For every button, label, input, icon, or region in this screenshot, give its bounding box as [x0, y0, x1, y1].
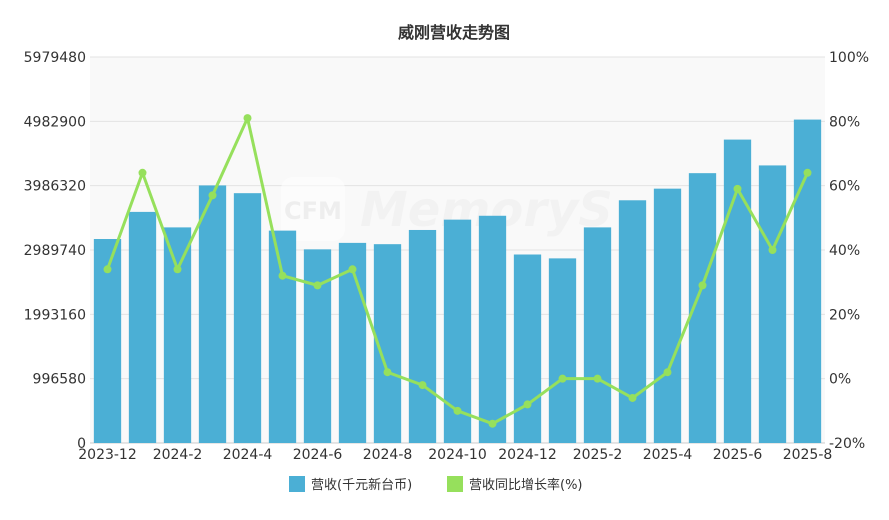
growth-point[interactable]: [523, 400, 532, 409]
y-left-tick-label: 3986320: [24, 179, 86, 195]
y-axis-right: -20% 0% 20% 40% 60% 80% 100%: [829, 50, 869, 452]
growth-point[interactable]: [803, 168, 812, 177]
revenue-bar[interactable]: [793, 119, 822, 443]
watermark-badge-text: CFM: [284, 197, 342, 225]
growth-point[interactable]: [453, 406, 462, 415]
y-left-tick-label: 5979480: [24, 50, 86, 66]
revenue-bar[interactable]: [163, 227, 192, 443]
x-tick-label: 2024-6: [293, 447, 343, 463]
revenue-bar[interactable]: [268, 230, 297, 443]
growth-point[interactable]: [208, 191, 217, 200]
y-left-tick-label: 1993160: [24, 307, 86, 323]
growth-point[interactable]: [383, 368, 392, 377]
watermark-badge-box: [281, 177, 345, 241]
y-right-tick-label: 100%: [829, 50, 869, 66]
revenue-bar[interactable]: [128, 211, 157, 443]
x-tick-label: 2025-4: [643, 447, 693, 463]
revenue-bar[interactable]: [338, 242, 367, 443]
x-tick-label: 2025-8: [783, 447, 833, 463]
growth-point[interactable]: [733, 184, 742, 193]
legend-label: 营收同比增长率(%): [469, 477, 583, 493]
y-right-tick-label: -20%: [829, 436, 865, 452]
x-tick-label: 2024-8: [363, 447, 413, 463]
x-tick-label: 2024-2: [153, 447, 203, 463]
revenue-bar[interactable]: [408, 229, 437, 443]
revenue-bar[interactable]: [303, 249, 332, 443]
x-tick-label: 2024-10: [428, 447, 487, 463]
y-left-tick-label: 0: [77, 436, 86, 452]
growth-point[interactable]: [418, 381, 427, 390]
revenue-bar[interactable]: [583, 227, 612, 443]
y-left-tick-label: 4982900: [24, 114, 86, 130]
x-axis: 2023-12 2024-2 2024-4 2024-6 2024-8 2024-10 20…: [78, 447, 832, 463]
growth-point[interactable]: [698, 281, 707, 290]
x-tick-label: 2025-2: [573, 447, 623, 463]
y-right-tick-label: 40%: [829, 243, 860, 259]
growth-point[interactable]: [558, 374, 567, 383]
y-left-tick-label: 2989740: [24, 243, 86, 259]
growth-point[interactable]: [278, 271, 287, 280]
revenue-bar[interactable]: [618, 200, 647, 443]
y-right-tick-label: 60%: [829, 179, 860, 195]
legend-swatch: [447, 476, 463, 492]
growth-point[interactable]: [628, 393, 637, 402]
chart-title: 威刚营收走势图: [398, 23, 510, 42]
growth-point[interactable]: [243, 114, 252, 123]
growth-point[interactable]: [103, 265, 112, 274]
y-right-tick-label: 0%: [829, 372, 851, 388]
x-tick-label: 2025-6: [713, 447, 763, 463]
growth-point[interactable]: [348, 265, 357, 274]
y-right-tick-label: 80%: [829, 114, 860, 130]
revenue-bar[interactable]: [548, 258, 577, 443]
growth-point[interactable]: [593, 374, 602, 383]
growth-point[interactable]: [313, 281, 322, 290]
revenue-bar[interactable]: [198, 185, 227, 443]
revenue-bar[interactable]: [758, 165, 787, 443]
revenue-bar[interactable]: [478, 215, 507, 443]
y-left-tick-label: 996580: [33, 372, 86, 388]
legend-item[interactable]: 营收同比增长率(%): [447, 476, 583, 493]
growth-line-series: [103, 114, 812, 428]
x-tick-label: 2024-4: [223, 447, 273, 463]
growth-point[interactable]: [138, 168, 147, 177]
y-axis-left: 0 996580 1993160 2989740 3986320 4982900 59794…: [24, 50, 86, 452]
growth-point[interactable]: [663, 368, 672, 377]
growth-point[interactable]: [768, 246, 777, 254]
revenue-bar[interactable]: [513, 254, 542, 443]
legend[interactable]: 营收(千元新台币) 营收同比增长率(%): [289, 476, 583, 493]
y-right-tick-label: 20%: [829, 307, 860, 323]
revenue-bar[interactable]: [233, 193, 262, 443]
legend-item[interactable]: 营收(千元新台币): [289, 476, 412, 493]
legend-swatch: [289, 476, 305, 492]
growth-point[interactable]: [488, 419, 497, 428]
x-tick-label: 2023-12: [78, 447, 137, 463]
revenue-bar[interactable]: [653, 188, 682, 443]
growth-point[interactable]: [173, 265, 182, 274]
legend-label: 营收(千元新台币): [311, 477, 412, 493]
x-tick-label: 2024-12: [498, 447, 557, 463]
